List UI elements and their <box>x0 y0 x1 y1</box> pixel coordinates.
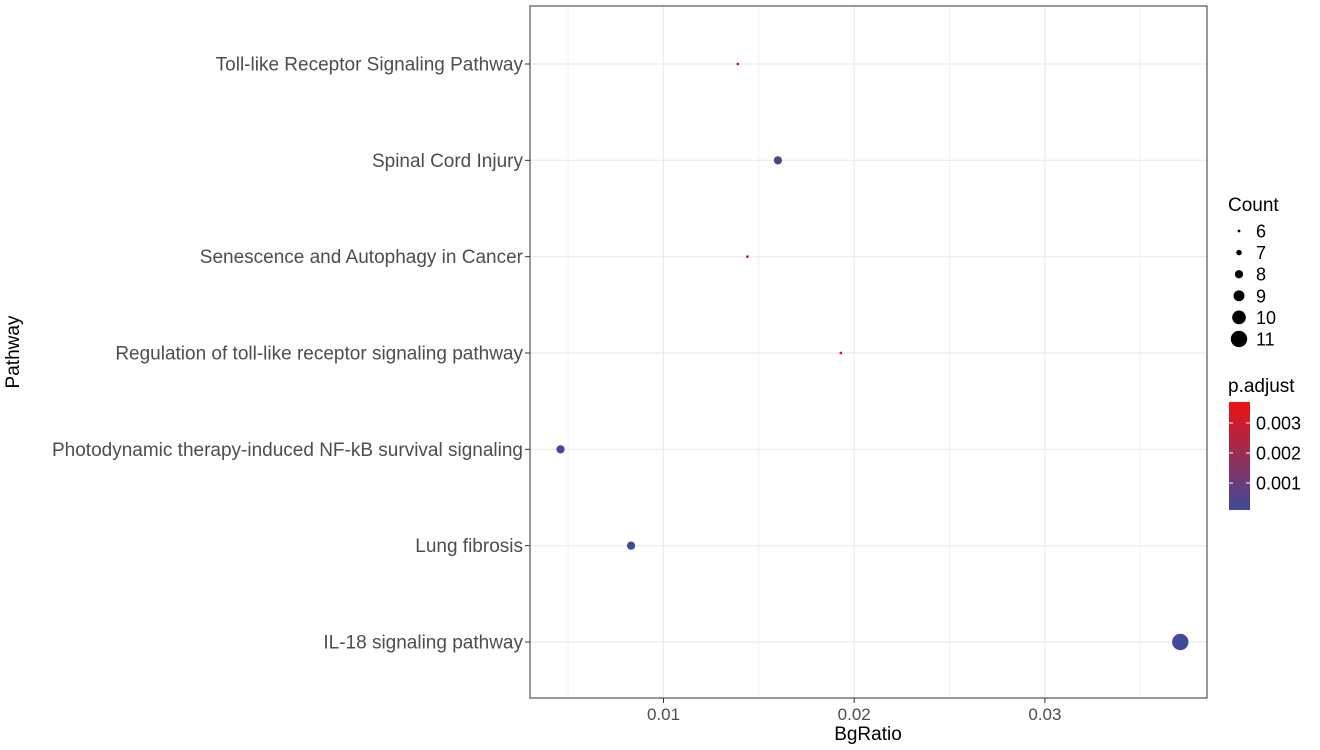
y-axis: IL-18 signaling pathway Lung fibrosis Phot… <box>52 55 530 654</box>
data-point <box>626 541 636 550</box>
y-tick-label: Photodynamic therapy-induced NF-kB survi… <box>52 440 523 461</box>
count-legend-label: 9 <box>1256 286 1266 306</box>
plot-border <box>529 5 1208 699</box>
data-point <box>1172 633 1189 651</box>
y-tick-label: Senescence and Autophagy in Cancer <box>200 247 524 268</box>
x-tick-label: 0.03 <box>1028 705 1061 724</box>
p-adjust-legend-title: p.adjust <box>1228 376 1295 397</box>
count-legend-label: 7 <box>1256 243 1266 263</box>
y-tick-label: Toll-like Receptor Signaling Pathway <box>216 55 524 76</box>
data-point <box>746 255 749 259</box>
data-point <box>736 62 740 66</box>
x-tick-label: 0.02 <box>838 705 871 724</box>
x-axis-title: BgRatio <box>834 724 902 745</box>
count-legend-title: Count <box>1228 195 1279 216</box>
y-tick-label: Spinal Cord Injury <box>372 151 524 172</box>
x-axis: 0.01 0.02 0.03 <box>647 698 1061 724</box>
p-adjust-colorbar <box>1229 402 1250 510</box>
data-point <box>773 156 783 165</box>
p-adjust-legend-label: 0.003 <box>1256 414 1301 434</box>
count-legend-label: 11 <box>1256 330 1275 350</box>
y-tick-label: Regulation of toll-like receptor signali… <box>115 344 523 365</box>
count-legend-key <box>1232 310 1246 325</box>
count-legend-label: 6 <box>1256 222 1266 242</box>
p-adjust-legend: p.adjust 0.003 0.002 0.001 <box>1228 376 1301 510</box>
grid-lines <box>530 6 1207 698</box>
count-legend-key <box>1234 270 1244 279</box>
data-points <box>556 62 1189 651</box>
count-legend-key <box>1230 330 1248 348</box>
y-tick-label: IL-18 signaling pathway <box>323 633 523 654</box>
count-legend-key <box>1237 229 1241 233</box>
p-adjust-legend-label: 0.002 <box>1256 444 1301 464</box>
count-legend-key <box>1233 290 1245 302</box>
y-axis-title: Pathway <box>3 315 24 388</box>
data-point <box>839 351 843 355</box>
data-point <box>556 445 565 454</box>
count-legend-label: 10 <box>1256 308 1276 328</box>
plot-panel <box>530 6 1207 698</box>
p-adjust-legend-label: 0.001 <box>1256 474 1301 494</box>
count-legend-label: 8 <box>1256 265 1266 285</box>
y-tick-label: Lung fibrosis <box>415 536 523 557</box>
count-legend-key <box>1236 249 1242 256</box>
x-tick-label: 0.01 <box>647 705 680 724</box>
